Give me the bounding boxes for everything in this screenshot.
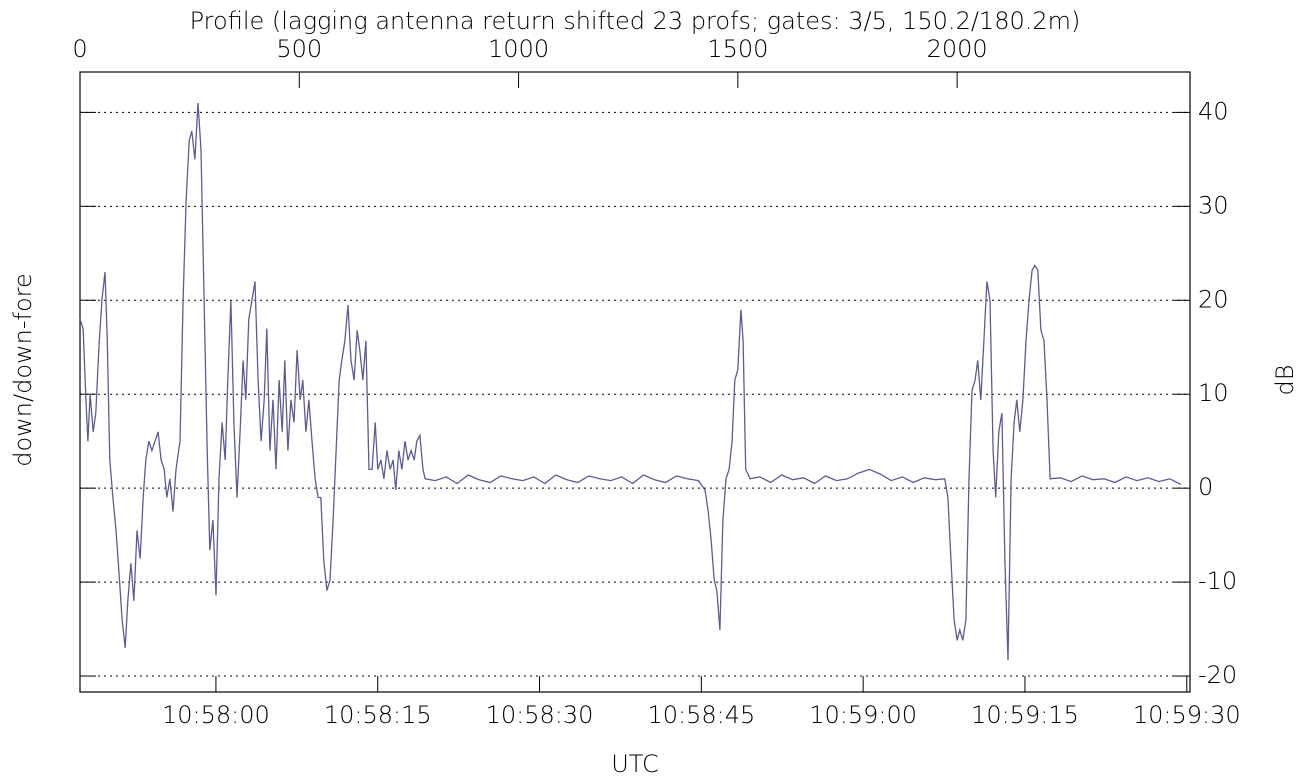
y-axis-label-right: dB [1271, 365, 1299, 396]
plot-frame [79, 71, 1191, 693]
x-tick-label-top: 500 [276, 35, 322, 63]
x-axis-label: UTC [611, 750, 659, 778]
y-tick-label: 10 [1198, 379, 1229, 407]
data-line [79, 102, 1182, 661]
x-tick-label-top: 0 [72, 35, 87, 63]
y-tick-label: 30 [1198, 191, 1229, 219]
x-tick-label-top: 2000 [927, 35, 988, 63]
y-tick-label: -20 [1198, 661, 1237, 689]
x-tick-label-bottom: 10:59:15 [971, 701, 1079, 729]
x-tick-label-top: 1500 [707, 35, 768, 63]
x-tick-label-bottom: 10:58:15 [324, 701, 432, 729]
x-tick-label-bottom: 10:58:30 [486, 701, 594, 729]
y-axis-label: down/down-fore [9, 273, 37, 467]
x-tick-label-top: 1000 [488, 35, 549, 63]
y-tick-label: 40 [1198, 97, 1229, 125]
x-tick-label-bottom: 10:59:30 [1133, 701, 1241, 729]
chart-title: Profile (lagging antenna return shifted … [190, 7, 1081, 35]
y-tick-label: 20 [1198, 285, 1229, 313]
x-tick-label-bottom: 10:58:00 [162, 701, 270, 729]
x-tick-label-bottom: 10:58:45 [647, 701, 755, 729]
y-tick-label: 0 [1198, 473, 1213, 501]
x-tick-label-bottom: 10:59:00 [809, 701, 917, 729]
y-tick-label: -10 [1198, 567, 1237, 595]
